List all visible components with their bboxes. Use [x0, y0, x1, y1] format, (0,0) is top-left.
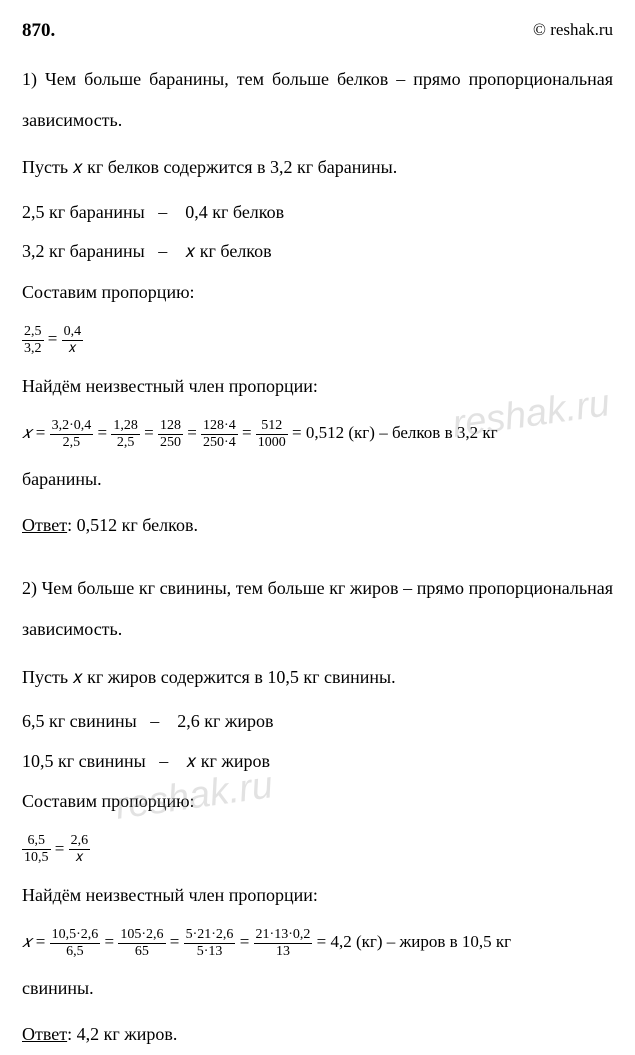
part1-find: Найдём неизвестный член пропорции: [22, 366, 613, 407]
frac-den: 3,2 [22, 341, 44, 356]
answer-label: Ответ [22, 515, 67, 535]
answer-value: : 4,2 кг жиров. [67, 1024, 177, 1044]
part1-row2: 3,2 кг баранины – 𝑥 кг белков [22, 232, 613, 272]
frac-den: 5·13 [184, 944, 236, 959]
part2-row2: 10,5 кг свинины – 𝑥 кг жиров [22, 742, 613, 782]
frac-den: 1000 [256, 435, 288, 450]
row2-right: 𝑥 кг белков [185, 241, 271, 261]
part1-row1: 2,5 кг баранины – 0,4 кг белков [22, 193, 613, 233]
header: 870. © reshak.ru [22, 18, 613, 45]
result-text: = 0,512 (кг) – белков в 3,2 кг [292, 423, 498, 442]
answer-label: Ответ [22, 1024, 67, 1044]
part1-answer: Ответ: 0,512 кг белков. [22, 505, 613, 546]
frac-den: 𝑥 [69, 850, 91, 865]
part2-answer: Ответ: 4,2 кг жиров. [22, 1014, 613, 1055]
frac-num: 21·13·0,2 [254, 928, 313, 944]
frac-den: 6,5 [50, 944, 101, 959]
part2-proportion: 6,510,5 = 2,6𝑥 [22, 827, 613, 871]
copyright: © reshak.ru [533, 18, 613, 45]
part1-let: Пусть 𝑥 кг белков содержится в 3,2 кг ба… [22, 147, 613, 188]
frac-num: 1,28 [111, 419, 140, 435]
frac-num: 5·21·2,6 [184, 928, 236, 944]
frac-num: 128·4 [201, 419, 238, 435]
frac-den: 13 [254, 944, 313, 959]
frac-num: 512 [256, 419, 288, 435]
frac-num: 6,5 [22, 834, 51, 850]
part1-compose: Составим пропорцию: [22, 272, 613, 313]
frac-den: 65 [118, 944, 165, 959]
part2-intro: 2) Чем больше кг свинины, тем больше кг … [22, 568, 613, 651]
frac-num: 128 [158, 419, 183, 435]
part2-compose: Составим пропорцию: [22, 781, 613, 822]
result-text: = 4,2 (кг) – жиров в 10,5 кг [317, 932, 512, 951]
frac-den: 250·4 [201, 435, 238, 450]
part2-let: Пусть 𝑥 кг жиров содержится в 10,5 кг св… [22, 657, 613, 698]
part1-result2: баранины. [22, 459, 613, 500]
frac-num: 2,5 [22, 325, 44, 341]
row2-left: 3,2 кг баранины [22, 241, 145, 261]
frac-num: 3,2·0,4 [50, 419, 94, 435]
frac-num: 2,6 [69, 834, 91, 850]
answer-value: : 0,512 кг белков. [67, 515, 198, 535]
part1-solution: 𝑥 = 3,2·0,42,5 = 1,282,5 = 128250 = 128·… [22, 411, 613, 455]
frac-den: 2,5 [111, 435, 140, 450]
frac-num: 0,4 [62, 325, 84, 341]
frac-num: 105·2,6 [118, 928, 165, 944]
row1-left: 2,5 кг баранины [22, 202, 145, 222]
row2-right: 𝑥 кг жиров [186, 751, 270, 771]
part2-row1: 6,5 кг свинины – 2,6 кг жиров [22, 702, 613, 742]
part2-solution: 𝑥 = 10,5·2,66,5 = 105·2,665 = 5·21·2,65·… [22, 920, 613, 964]
row2-left: 10,5 кг свинины [22, 751, 146, 771]
frac-den: 10,5 [22, 850, 51, 865]
problem-number: 870. [22, 18, 55, 45]
frac-den: 𝑥 [62, 341, 84, 356]
frac-den: 2,5 [50, 435, 94, 450]
part1-intro: 1) Чем больше баранины, тем больше белко… [22, 59, 613, 142]
part2-find: Найдём неизвестный член пропорции: [22, 875, 613, 916]
part2-result2: свинины. [22, 968, 613, 1009]
frac-den: 250 [158, 435, 183, 450]
row1-right: 0,4 кг белков [185, 202, 284, 222]
frac-num: 10,5·2,6 [50, 928, 101, 944]
row1-left: 6,5 кг свинины [22, 711, 137, 731]
row1-right: 2,6 кг жиров [177, 711, 273, 731]
part1-proportion: 2,53,2 = 0,4𝑥 [22, 317, 613, 361]
